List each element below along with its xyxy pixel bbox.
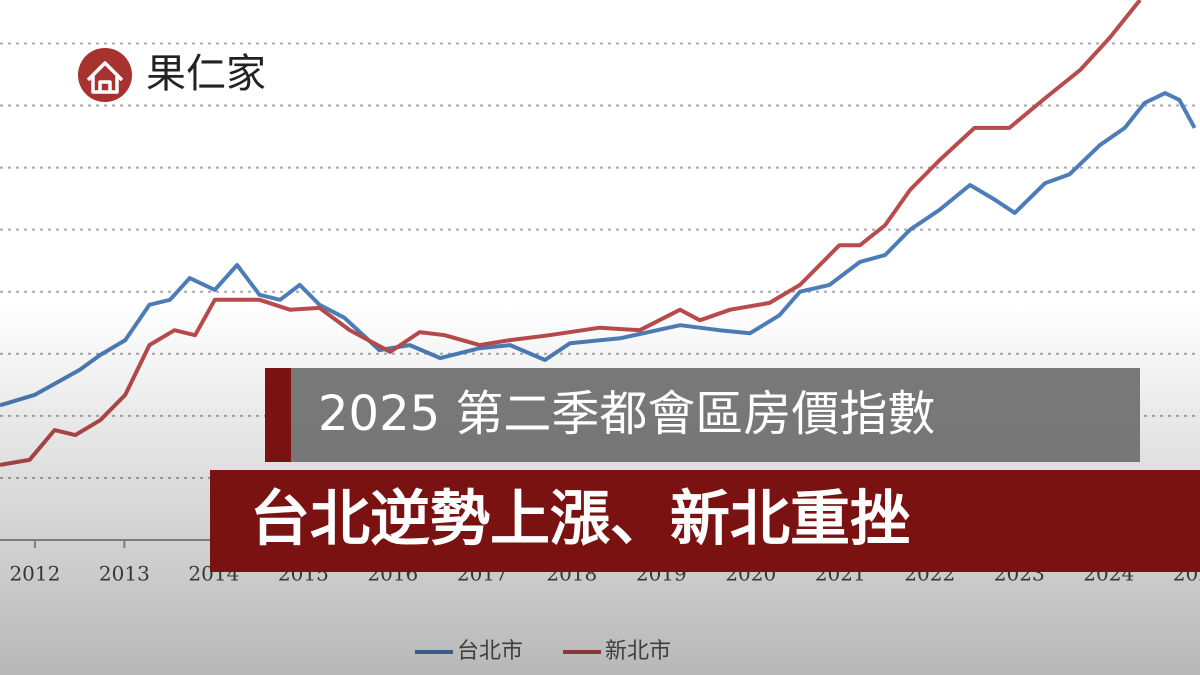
logo-house (86, 61, 124, 94)
subheadline-box (210, 470, 1200, 572)
overlay: 果仁家 2025 第二季都會區房價指數 台北逆勢上漲、新北重挫 (78, 48, 1200, 572)
headline-box (291, 368, 1140, 462)
headline-accent (265, 368, 291, 462)
logo-icon (78, 48, 132, 102)
subheadline: 台北逆勢上漲、新北重挫 (250, 485, 910, 555)
headline: 2025 第二季都會區房價指數 (318, 386, 935, 442)
brand: 果仁家 (146, 51, 266, 97)
